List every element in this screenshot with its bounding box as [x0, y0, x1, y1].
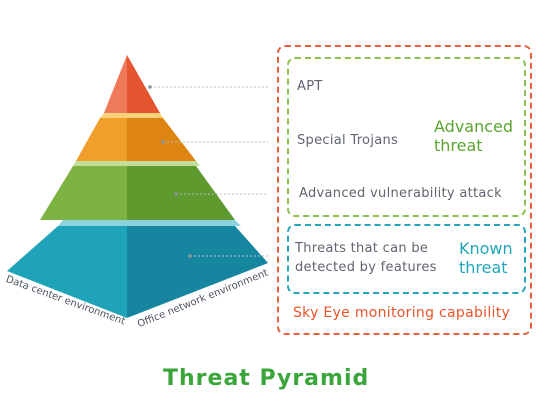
tier2-top-band: [100, 113, 163, 118]
known-threat-label-line2: threat: [459, 258, 508, 277]
level-special-trojans: Special Trojans: [297, 133, 399, 148]
tier4-right-face: [127, 226, 268, 318]
tier2-left-face: [76, 118, 127, 161]
level-advanced-vulnerability: Advanced vulnerability attack: [299, 186, 502, 201]
level-apt: APT: [297, 79, 323, 94]
level-detected-line1: Threats that can be: [295, 241, 429, 256]
connector-dot-detected: [188, 254, 192, 258]
tier4-left-face: [7, 226, 127, 318]
tier3-left-face: [40, 166, 127, 220]
outer-capability-box: [277, 45, 532, 335]
capability-label: Sky Eye monitoring capability: [293, 305, 511, 321]
advanced-threat-label-line1: Advanced: [434, 117, 514, 136]
diagram-title: Threat Pyramid: [163, 366, 370, 391]
connector-dot-apt: [148, 85, 152, 89]
level-detected-line2: detected by features: [295, 260, 437, 275]
tier1-right-face: [127, 55, 160, 113]
tier4-top-band: [58, 220, 241, 226]
connector-dot-vuln: [174, 192, 178, 196]
known-threat-box: [287, 224, 526, 294]
tier1-left-face: [104, 55, 127, 113]
tier2-right-face: [127, 118, 196, 161]
known-threat-label-line1: Known: [459, 239, 513, 258]
advanced-threat-label-line2: threat: [434, 136, 483, 155]
tier3-top-band: [73, 161, 200, 166]
connector-dot-trojans: [161, 140, 165, 144]
tier3-right-face: [127, 166, 235, 220]
advanced-threat-box: [287, 57, 526, 217]
